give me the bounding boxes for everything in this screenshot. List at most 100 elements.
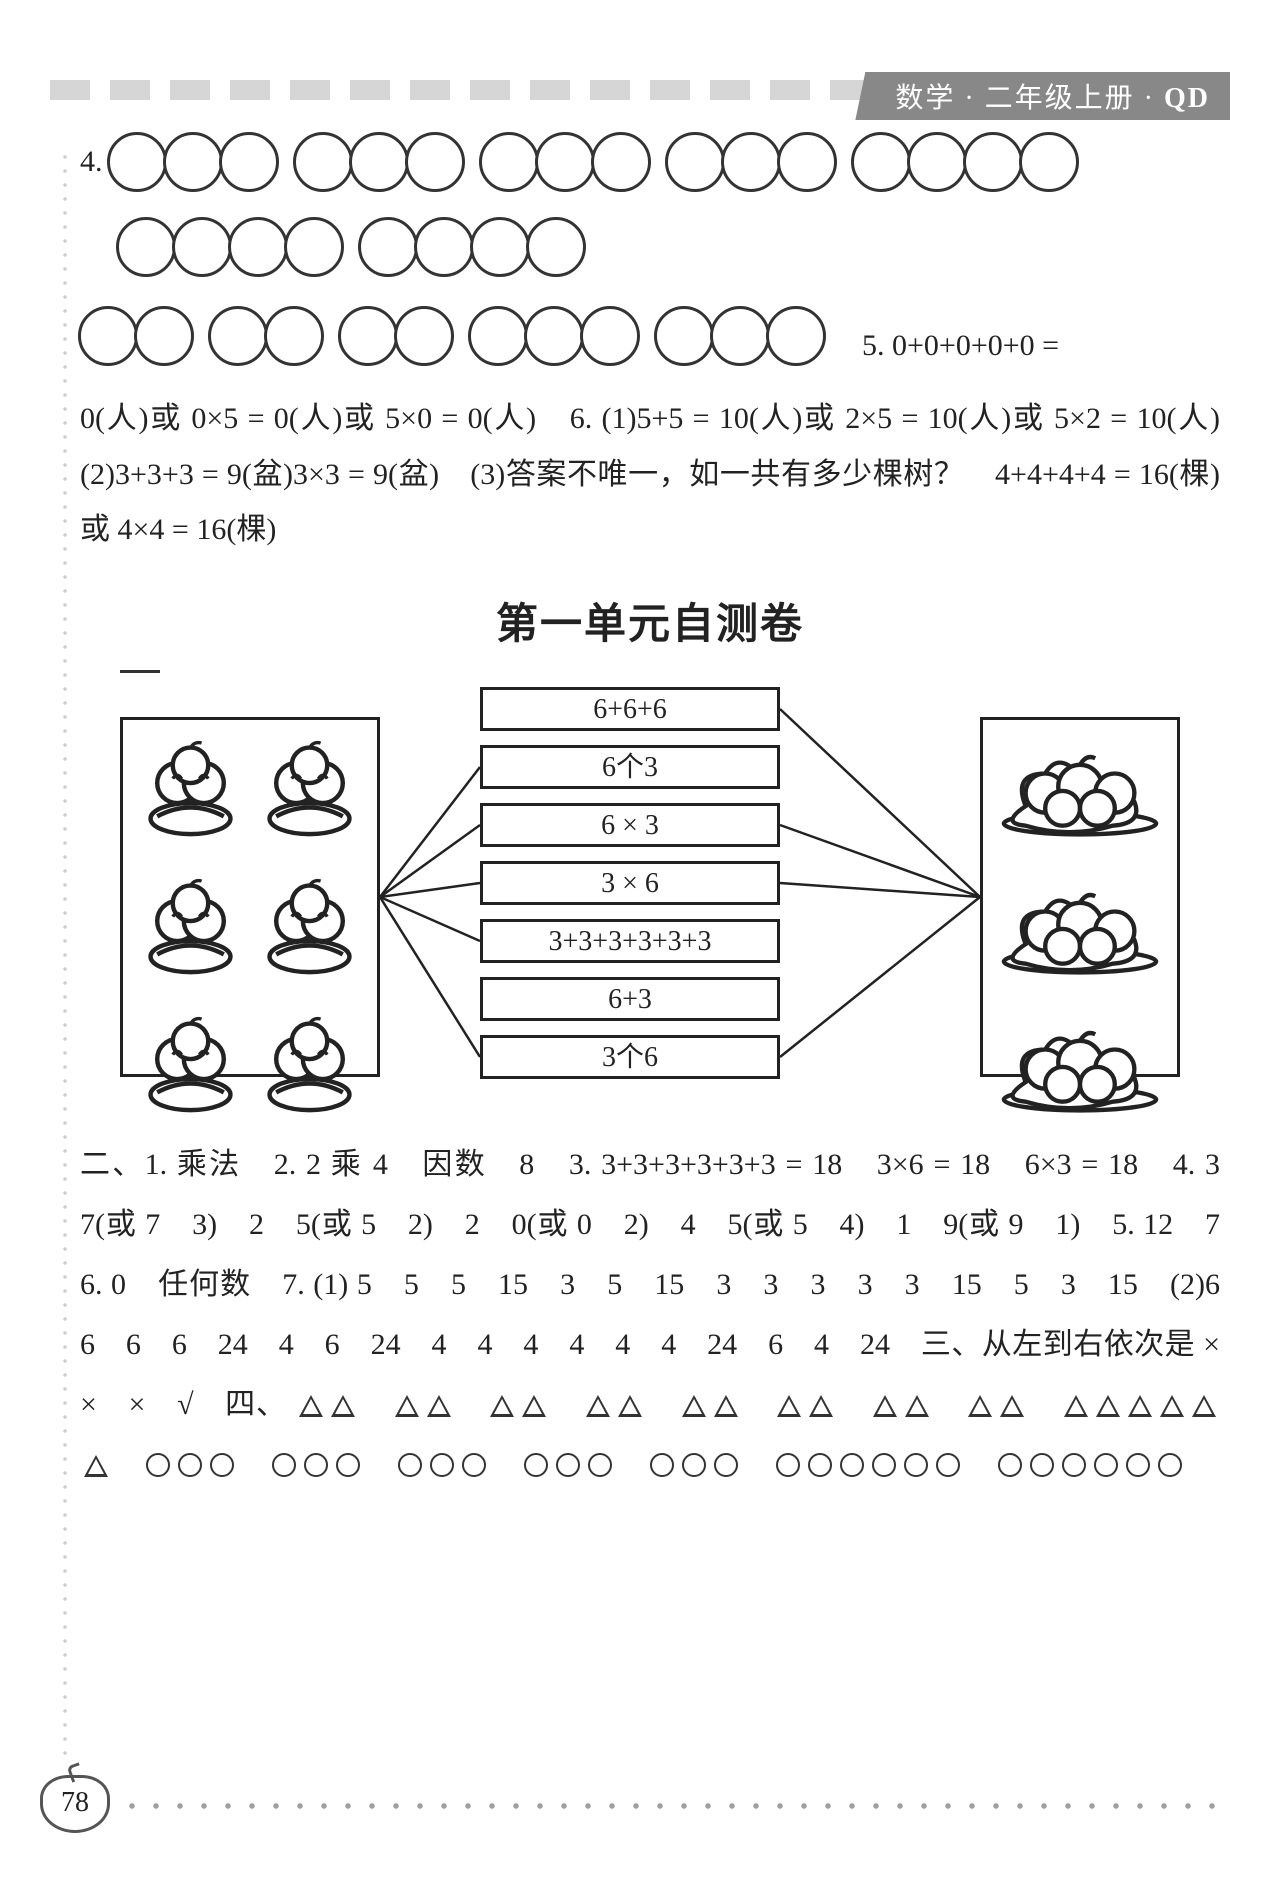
page: 数学 · 二年级上册 · QD 4. 5. 0+0+0+0+0 = 0(人)或 … [0, 0, 1280, 1877]
triangle-icon [1096, 1395, 1120, 1417]
circle-outline-icon [524, 1453, 548, 1477]
matching-diagram: 6+6+6 6个3 6 × 3 3 × 6 3+3+3+3+3+3 6+3 3个… [110, 687, 1190, 1117]
circle-icon [468, 306, 528, 366]
circle-icon [963, 132, 1023, 192]
apple-basket-icon [135, 870, 246, 981]
circle-outline-icon [210, 1453, 234, 1477]
circle-outline-icon [178, 1453, 202, 1477]
apple-basket-icon [254, 732, 365, 843]
circle-icon [479, 132, 539, 192]
header-text: 数学 · 二年级上册 · [895, 83, 1164, 114]
mid-label-6: 3个6 [480, 1035, 780, 1079]
circle-outline-icon [272, 1453, 296, 1477]
circle-outline-icon [1158, 1453, 1182, 1477]
circle-icon [665, 132, 725, 192]
circle-icon [1019, 132, 1079, 192]
left-margin-dots [62, 150, 68, 1757]
page-number: 78 [40, 1775, 110, 1833]
circle-icon [338, 306, 398, 366]
circle-outline-icon [1094, 1453, 1118, 1477]
circle-outline-icon [398, 1453, 422, 1477]
header-suffix: QD [1164, 83, 1210, 114]
triangle-icon [682, 1395, 706, 1417]
circle-outline-icon [556, 1453, 580, 1477]
answers-text-1: 0(人)或 0×5 = 0(人)或 5×0 = 0(人) 6. (1)5+5 =… [80, 391, 1220, 558]
circle-icon [163, 132, 223, 192]
circle-outline-icon [872, 1453, 896, 1477]
circle-icon [721, 132, 781, 192]
mid-label-5: 6+3 [480, 977, 780, 1021]
circle-outline-icon [998, 1453, 1022, 1477]
circle-icon [228, 217, 288, 277]
circle-outline-icon [650, 1453, 674, 1477]
header-tag: 数学 · 二年级上册 · QD [855, 72, 1230, 120]
circle-icon [777, 132, 837, 192]
triangle-icon [1192, 1395, 1216, 1417]
circle-icon [654, 306, 714, 366]
circle-outline-icon [1126, 1453, 1150, 1477]
circle-icon [107, 132, 167, 192]
apple-basket-icon [254, 1008, 365, 1119]
circle-outline-icon [588, 1453, 612, 1477]
apple-basket-icon [135, 732, 246, 843]
triangle-icon [331, 1395, 355, 1417]
triangle-icon [84, 1455, 108, 1477]
circle-icon [349, 132, 409, 192]
triangle-icon [1128, 1395, 1152, 1417]
peach-pile-icon [993, 868, 1167, 977]
circle-outline-icon [840, 1453, 864, 1477]
triangle-icon [714, 1395, 738, 1417]
circle-outline-icon [776, 1453, 800, 1477]
triangle-icon [1160, 1395, 1184, 1417]
circle-icon [535, 132, 595, 192]
q4-row3: 5. 0+0+0+0+0 = [80, 306, 1220, 385]
circle-icon [580, 306, 640, 366]
circle-icon [172, 217, 232, 277]
content: 4. 5. 0+0+0+0+0 = 0(人)或 0×5 = 0(人)或 5×0 … [80, 130, 1220, 1495]
circle-outline-icon [336, 1453, 360, 1477]
circle-outline-icon [904, 1453, 928, 1477]
circle-icon [284, 217, 344, 277]
circle-icon [414, 217, 474, 277]
triangle-icon [395, 1395, 419, 1417]
circle-outline-icon [1030, 1453, 1054, 1477]
triangle-icon [522, 1395, 546, 1417]
circle-icon [116, 217, 176, 277]
answers-body: 二、1. 乘法 2. 2 乘 4 因数 8 3. 3+3+3+3+3+3 = 1… [80, 1148, 1250, 1421]
circle-icon [766, 306, 826, 366]
circle-icon [907, 132, 967, 192]
circle-outline-icon [682, 1453, 706, 1477]
circle-icon [591, 132, 651, 192]
q5-expression: 5. 0+0+0+0+0 = [862, 317, 1059, 374]
circle-icon [358, 217, 418, 277]
q4-row1: 4. [80, 132, 1220, 211]
circle-outline-icon [808, 1453, 832, 1477]
circle-outline-icon [714, 1453, 738, 1477]
triangle-icon [905, 1395, 929, 1417]
circle-icon [526, 217, 586, 277]
peach-pile-icon [993, 730, 1167, 839]
circle-outline-icon [146, 1453, 170, 1477]
circle-outline-icon [304, 1453, 328, 1477]
triangle-icon [1000, 1395, 1024, 1417]
left-image-box [120, 717, 380, 1077]
triangle-icon [618, 1395, 642, 1417]
unit-title: 第一单元自测卷 [80, 586, 1220, 666]
circle-icon [710, 306, 770, 366]
right-image-box [980, 717, 1180, 1077]
circle-icon [470, 217, 530, 277]
triangle-icon [586, 1395, 610, 1417]
circle-outline-icon [1062, 1453, 1086, 1477]
triangle-icon [1064, 1395, 1088, 1417]
triangle-icon [490, 1395, 514, 1417]
circle-outline-icon [462, 1453, 486, 1477]
apple-basket-icon [135, 1008, 246, 1119]
circle-icon [134, 306, 194, 366]
circle-icon [293, 132, 353, 192]
circle-icon [208, 306, 268, 366]
circle-icon [219, 132, 279, 192]
mid-label-3: 3 × 6 [480, 861, 780, 905]
circle-icon [264, 306, 324, 366]
circle-icon [394, 306, 454, 366]
answers-text-2: 二、1. 乘法 2. 2 乘 4 因数 8 3. 3+3+3+3+3+3 = 1… [80, 1135, 1220, 1495]
